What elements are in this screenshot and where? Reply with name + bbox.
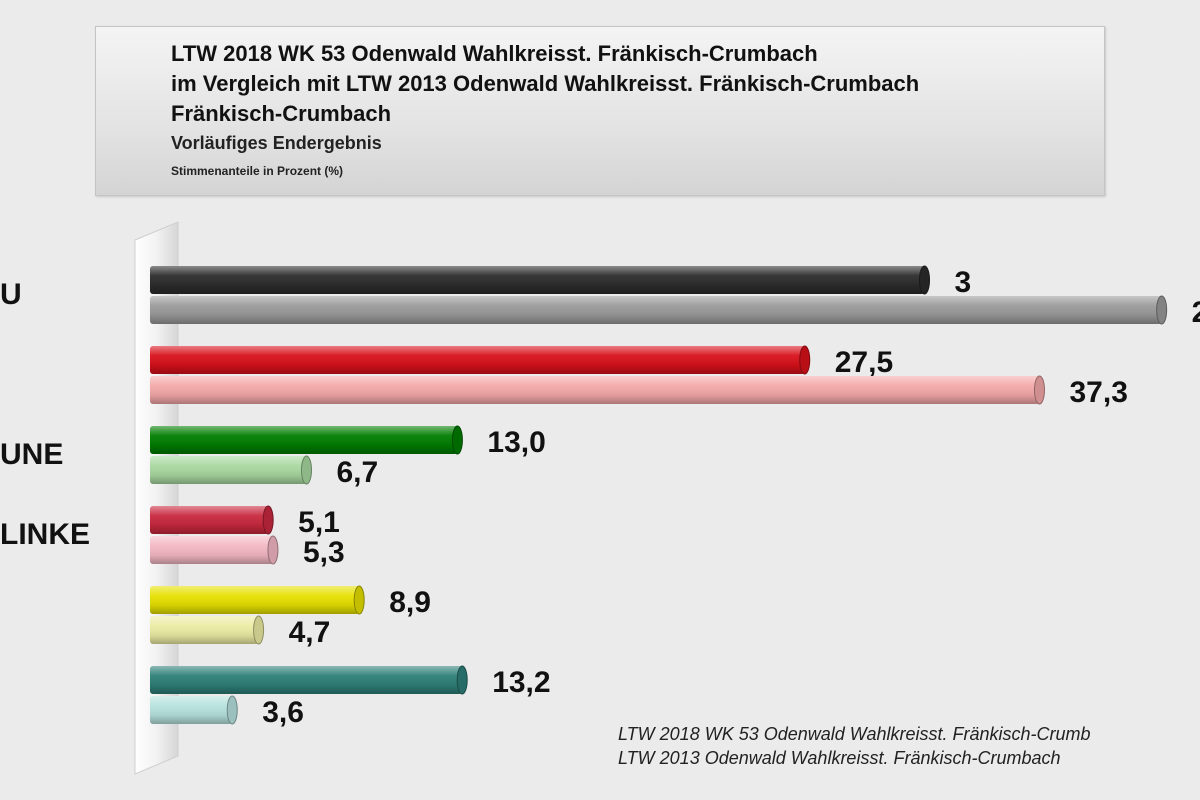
chart-subtitle: Vorläufiges Endergebnis (171, 133, 382, 153)
bar-gloss (150, 506, 269, 534)
bar-value-label: 4,7 (289, 616, 331, 649)
bar-end-cap (456, 665, 468, 695)
category-label: UNE (0, 438, 63, 471)
bar-end-cap (300, 455, 312, 485)
legend-entry-2013: LTW 2013 Odenwald Wahlkreisst. Fränkisch… (618, 748, 1061, 768)
chart-unit-label: Stimmenanteile in Prozent (%) (171, 164, 344, 178)
bar-end-cap (253, 615, 265, 645)
bar-gloss (150, 586, 360, 614)
bar-gloss (150, 346, 805, 374)
bar-end-cap (919, 265, 931, 295)
bar-value-label: 2 (1192, 296, 1200, 329)
bar-gloss (150, 266, 925, 294)
chart-title-line-1: LTW 2018 WK 53 Odenwald Wahlkreisst. Frä… (171, 41, 818, 66)
bar-end-cap (353, 585, 365, 615)
bar-end-cap (451, 425, 463, 455)
bar-gloss (150, 536, 273, 564)
bar-gloss (150, 426, 458, 454)
bar-value-label: 3 (955, 266, 972, 299)
bar-gloss (150, 616, 259, 644)
bar-end-cap (1033, 375, 1045, 405)
bar-value-label: 5,3 (303, 536, 345, 569)
bar-end-cap (226, 695, 238, 725)
bar-end-cap (262, 505, 274, 535)
bar-gloss (150, 666, 463, 694)
chart-title-line-2: im Vergleich mit LTW 2013 Odenwald Wahlk… (171, 71, 920, 96)
bar-gloss (150, 296, 1162, 324)
bar-value-label: 3,6 (262, 696, 304, 729)
legend-entry-2018: LTW 2018 WK 53 Odenwald Wahlkreisst. Frä… (618, 724, 1091, 744)
category-label: LINKE (0, 518, 90, 551)
bar-end-cap (799, 345, 811, 375)
bar-value-label: 6,7 (336, 456, 378, 489)
bar-gloss (150, 696, 233, 724)
bar-end-cap (267, 535, 279, 565)
bar-value-label: 27,5 (835, 346, 893, 379)
chart-title-box: LTW 2018 WK 53 Odenwald Wahlkreisst. Frä… (95, 26, 1105, 196)
chart-title-line-3: Fränkisch-Crumbach (171, 101, 392, 126)
bar-value-label: 5,1 (298, 506, 340, 539)
category-label: U (0, 278, 22, 311)
bar-value-label: 8,9 (389, 586, 431, 619)
bar-end-cap (1156, 295, 1168, 325)
bar-gloss (150, 376, 1040, 404)
bar-gloss (150, 456, 307, 484)
bar-value-label: 13,2 (492, 666, 550, 699)
bar-value-label: 37,3 (1069, 376, 1127, 409)
bar-value-label: 13,0 (487, 426, 545, 459)
